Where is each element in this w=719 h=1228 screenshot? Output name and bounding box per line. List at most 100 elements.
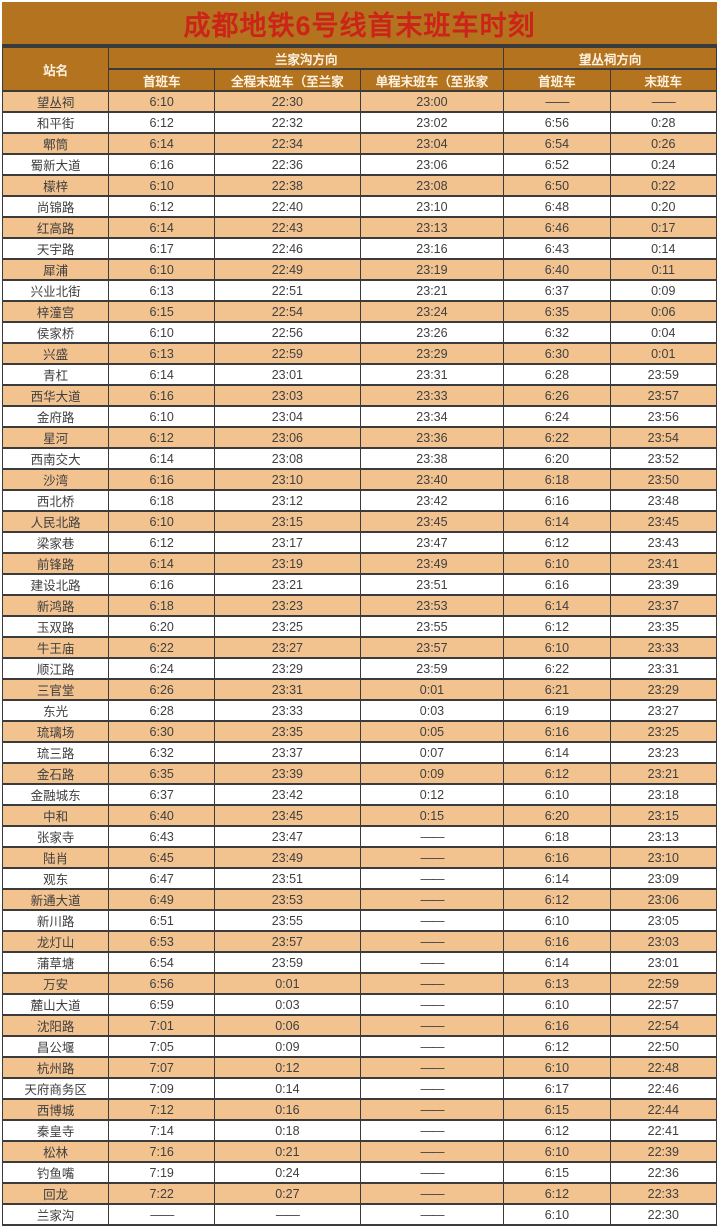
- table-row: 松林 7:16 0:21 —— 6:10 22:39: [1, 1140, 718, 1163]
- table-row: 回龙 7:22 0:27 —— 6:12 22:33: [1, 1182, 718, 1205]
- time-cell: ——: [359, 888, 505, 911]
- time-cell: ——: [359, 1203, 505, 1226]
- time-cell: 6:26: [503, 384, 611, 407]
- table-row: 西博城 7:12 0:16 —— 6:15 22:44: [1, 1098, 718, 1121]
- time-cell: 0:03: [359, 699, 505, 722]
- time-cell: 6:28: [108, 699, 216, 722]
- time-cell: 0:15: [359, 804, 505, 827]
- lanjiagou-first-train-header: 首班车: [108, 68, 216, 92]
- table-row: 万安 6:56 0:01 —— 6:13 22:59: [1, 972, 718, 995]
- time-cell: 0:09: [609, 279, 718, 302]
- time-cell: 23:50: [609, 468, 718, 491]
- time-cell: 23:21: [359, 279, 505, 302]
- station-name-cell: 天府商务区: [1, 1077, 110, 1100]
- time-cell: 22:33: [609, 1182, 718, 1205]
- time-cell: 23:06: [359, 153, 505, 176]
- time-cell: 0:17: [609, 216, 718, 239]
- time-cell: 0:01: [609, 342, 718, 365]
- table-row: 兰家沟 —— —— —— 6:10 22:30: [1, 1203, 718, 1226]
- time-cell: 6:10: [503, 993, 611, 1016]
- time-cell: 0:04: [609, 321, 718, 344]
- table-row: 兴业北街 6:13 22:51 23:21 6:37 0:09: [1, 279, 718, 302]
- time-cell: 0:01: [214, 972, 361, 995]
- time-cell: 6:20: [108, 615, 216, 638]
- time-cell: 23:29: [609, 678, 718, 701]
- time-cell: 23:31: [609, 657, 718, 680]
- station-name-cell: 兴盛: [1, 342, 110, 365]
- time-cell: 23:33: [359, 384, 505, 407]
- time-cell: 22:34: [214, 132, 361, 155]
- time-cell: 23:19: [359, 258, 505, 281]
- time-cell: ——: [359, 993, 505, 1016]
- time-cell: 6:14: [503, 510, 611, 533]
- time-cell: 6:12: [503, 615, 611, 638]
- time-cell: 6:51: [108, 909, 216, 932]
- time-cell: 23:53: [214, 888, 361, 911]
- time-cell: 23:45: [609, 510, 718, 533]
- time-cell: 6:16: [503, 846, 611, 869]
- time-cell: 23:37: [214, 741, 361, 764]
- time-cell: 23:23: [609, 741, 718, 764]
- time-cell: 6:22: [503, 657, 611, 680]
- time-cell: 6:24: [108, 657, 216, 680]
- time-cell: 0:28: [609, 111, 718, 134]
- time-cell: 23:54: [609, 426, 718, 449]
- station-name-cell: 和平街: [1, 111, 110, 134]
- time-cell: 7:14: [108, 1119, 216, 1142]
- time-cell: 23:13: [359, 216, 505, 239]
- time-cell: 22:32: [214, 111, 361, 134]
- direction-wangcongci-header: 望丛祠方向: [503, 46, 717, 70]
- time-cell: ——: [359, 1098, 505, 1121]
- station-name-cell: 万安: [1, 972, 110, 995]
- time-cell: 23:01: [609, 951, 718, 974]
- time-cell: 22:57: [609, 993, 718, 1016]
- time-cell: 23:10: [214, 468, 361, 491]
- station-name-cell: 兴业北街: [1, 279, 110, 302]
- time-cell: 23:27: [214, 636, 361, 659]
- time-cell: 23:43: [609, 531, 718, 554]
- time-cell: ——: [359, 1014, 505, 1037]
- time-cell: 6:17: [503, 1077, 611, 1100]
- station-name-cell: 钓鱼嘴: [1, 1161, 110, 1184]
- time-cell: 23:18: [609, 783, 718, 806]
- time-cell: 23:34: [359, 405, 505, 428]
- table-row: 琉璃场 6:30 23:35 0:05 6:16 23:25: [1, 720, 718, 743]
- time-cell: 22:50: [609, 1035, 718, 1058]
- time-cell: 23:03: [609, 930, 718, 953]
- time-cell: 6:18: [108, 594, 216, 617]
- time-cell: 23:21: [214, 573, 361, 596]
- time-cell: 6:13: [503, 972, 611, 995]
- station-name-cell: 侯家桥: [1, 321, 110, 344]
- station-name-cell: 尚锦路: [1, 195, 110, 218]
- table-row: 观东 6:47 23:51 —— 6:14 23:09: [1, 867, 718, 890]
- station-name-cell: 杭州路: [1, 1056, 110, 1079]
- table-row: 梓潼宫 6:15 22:54 23:24 6:35 0:06: [1, 300, 718, 323]
- time-cell: ——: [214, 1203, 361, 1226]
- station-name-cell: 玉双路: [1, 615, 110, 638]
- time-cell: 6:12: [108, 531, 216, 554]
- time-cell: 6:10: [503, 1140, 611, 1163]
- time-cell: 23:25: [214, 615, 361, 638]
- station-name-cell: 天宇路: [1, 237, 110, 260]
- time-cell: 6:10: [108, 174, 216, 197]
- time-cell: 22:44: [609, 1098, 718, 1121]
- table-row: 沈阳路 7:01 0:06 —— 6:16 22:54: [1, 1014, 718, 1037]
- time-cell: 6:43: [108, 825, 216, 848]
- time-cell: 0:20: [609, 195, 718, 218]
- time-cell: ——: [359, 1056, 505, 1079]
- time-cell: 22:49: [214, 258, 361, 281]
- time-cell: 23:04: [359, 132, 505, 155]
- time-cell: 23:01: [214, 363, 361, 386]
- time-cell: ——: [609, 90, 718, 113]
- time-cell: 6:24: [503, 405, 611, 428]
- time-cell: 7:22: [108, 1182, 216, 1205]
- time-cell: 23:57: [359, 636, 505, 659]
- time-cell: 22:59: [214, 342, 361, 365]
- station-name-cell: 兰家沟: [1, 1203, 110, 1226]
- table-row: 建设北路 6:16 23:21 23:51 6:16 23:39: [1, 573, 718, 596]
- time-cell: 0:26: [609, 132, 718, 155]
- station-name-cell: 新鸿路: [1, 594, 110, 617]
- table-row: 张家寺 6:43 23:47 —— 6:18 23:13: [1, 825, 718, 848]
- time-cell: 23:25: [609, 720, 718, 743]
- station-name-cell: 金融城东: [1, 783, 110, 806]
